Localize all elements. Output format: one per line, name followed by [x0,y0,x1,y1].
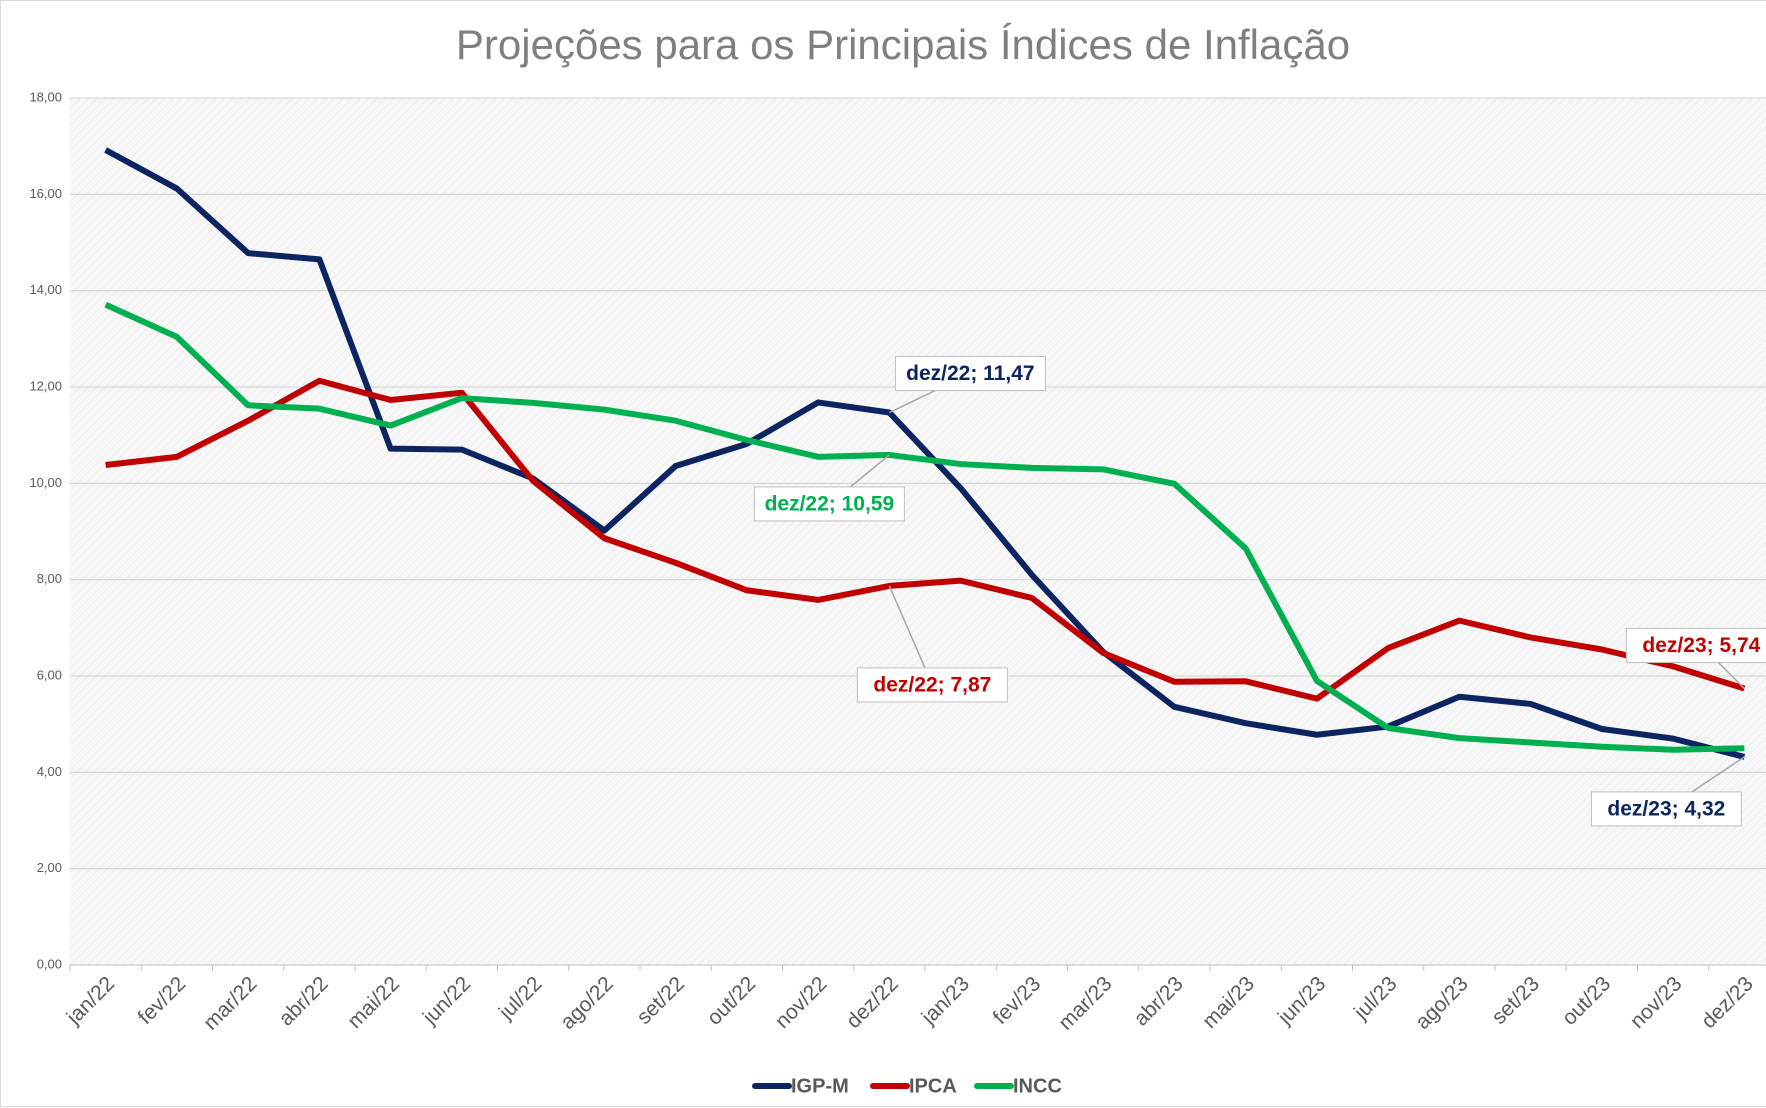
x-tick-label: jan/22 [62,972,119,1029]
x-tick-label: dez/23 [1697,972,1758,1033]
x-tick-label: out/23 [1558,972,1616,1030]
annotation-box [856,667,1008,703]
y-tick-label: 0,00 [37,956,62,971]
y-tick-label: 4,00 [37,764,62,779]
x-tick-label: fev/22 [134,972,191,1029]
x-tick-label: mai/23 [1198,972,1259,1033]
y-tick-label: 6,00 [37,667,62,682]
x-tick-label: jun/22 [418,972,475,1029]
annotation-box [1590,791,1742,827]
x-tick-label: nov/23 [1626,972,1687,1033]
x-tick-label: jan/23 [917,972,974,1029]
x-tick-label: jul/23 [1349,972,1401,1024]
x-tick-label: ago/22 [556,972,618,1034]
data-label: dez/23; 4,32 [1607,797,1725,820]
x-tick-label: abr/23 [1129,972,1187,1030]
legend-label: INCC [1013,1075,1062,1097]
y-tick-label: 10,00 [29,475,62,490]
y-tick-label: 2,00 [37,860,62,875]
x-tick-label: mai/22 [343,972,404,1033]
x-tick-label: jul/22 [494,972,546,1024]
x-tick-label: abr/22 [274,972,332,1030]
y-tick-label: 18,00 [29,89,62,104]
data-label: dez/22; 10,59 [765,492,895,515]
x-tick-label: fev/23 [989,972,1046,1029]
x-tick-label: out/22 [703,972,761,1030]
plot-area [70,98,1766,965]
data-label: dez/23; 5,74 [1642,634,1760,657]
chart-title: Projeções para os Principais Índices de … [456,21,1350,68]
x-tick-label: set/22 [632,972,689,1029]
y-tick-label: 14,00 [29,282,62,297]
x-tick-label: mar/22 [199,972,261,1034]
x-tick-label: ago/23 [1411,972,1473,1034]
legend-label: IGP-M [791,1075,849,1097]
annotation-box [753,486,905,522]
data-label: dez/22; 11,47 [906,362,1034,385]
annotation-box [894,356,1046,392]
line-series [105,377,1746,702]
data-label: dez/22; 7,87 [873,673,991,696]
y-tick-label: 16,00 [29,186,62,201]
y-tick-label: 8,00 [37,571,62,586]
x-tick-label: jun/23 [1273,972,1330,1029]
annotation-box [1625,628,1766,664]
y-tick-label: 12,00 [29,378,62,393]
legend-label: IPCA [909,1075,957,1097]
x-tick-label: dez/22 [842,972,903,1033]
line-series [104,301,1745,753]
x-tick-label: mar/23 [1054,972,1116,1034]
x-tick-label: set/23 [1487,972,1544,1029]
x-tick-label: nov/22 [771,972,832,1033]
line-series [104,147,1746,760]
